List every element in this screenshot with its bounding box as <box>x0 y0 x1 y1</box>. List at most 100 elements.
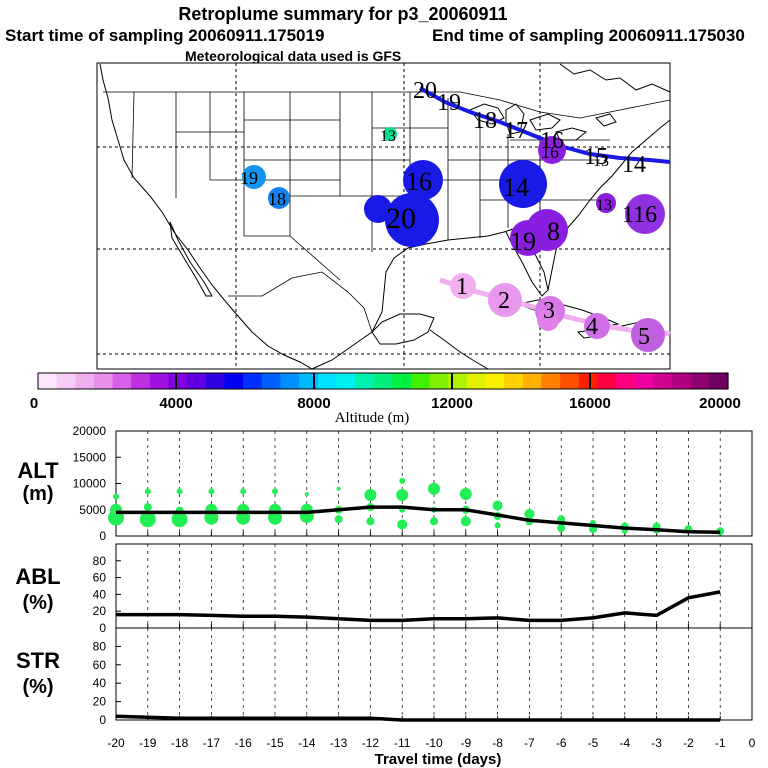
map-label-18-west: 18 <box>268 189 286 209</box>
colorbar-swatch <box>410 373 431 389</box>
map-label-19-north: 19 <box>437 90 461 116</box>
abl-panel-unit: (%) <box>22 592 53 614</box>
y-tick-label: 0 <box>99 529 106 543</box>
y-tick-label: 5000 <box>79 503 106 517</box>
colorbar-swatch <box>578 373 599 389</box>
colorbar-tick-labels: 0 4000 8000 12000 16000 20000 <box>30 395 741 412</box>
map-label-16-north: 16 <box>540 128 564 154</box>
map-label-5-south: 5 <box>638 324 650 350</box>
series-line <box>116 505 721 535</box>
colorbar-swatch <box>541 373 561 389</box>
abl-panel-label: ABL <box>15 564 60 589</box>
colorbar-swatch <box>448 373 468 389</box>
x-tick-label: -6 <box>556 736 567 750</box>
y-tick-label: 15000 <box>73 450 107 464</box>
altitude-point <box>176 488 183 495</box>
abl-panel: 0 20 40 60 80 <box>93 543 753 635</box>
colorbar-swatch <box>429 373 449 389</box>
altitude-point <box>366 517 375 526</box>
map-markers <box>242 127 665 352</box>
x-tick-label: -15 <box>266 736 284 750</box>
colorbar-swatch <box>336 373 356 389</box>
map-label-20-north: 20 <box>413 78 437 104</box>
altitude-point <box>492 500 503 511</box>
str-panel-unit: (%) <box>22 676 53 698</box>
x-tick-label: -20 <box>107 736 125 750</box>
map-number-labels: 20 19 18 17 16 15 14 13 13 19 18 16 20 1… <box>240 78 657 350</box>
map-label-8-southeast: 8 <box>547 217 560 246</box>
map-label-14-north: 14 <box>622 152 646 178</box>
altitude-point <box>208 488 215 495</box>
y-tick-label: 40 <box>93 587 107 601</box>
colorbar-swatch <box>168 373 188 389</box>
x-tick-label: -16 <box>235 736 253 750</box>
colorbar-swatch <box>243 373 263 389</box>
altitude-point <box>399 477 406 484</box>
y-tick-label: 60 <box>93 658 107 672</box>
map-label-16-central: 16 <box>406 167 432 196</box>
altitude-point <box>171 511 188 528</box>
colorbar-frame <box>37 372 729 390</box>
colorbar-tick-12000: 12000 <box>431 395 473 412</box>
colorbar-swatch <box>355 373 375 389</box>
y-tick-label: 10000 <box>73 477 107 491</box>
x-axis-label: Travel time (days) <box>375 751 502 768</box>
x-tick-label: -9 <box>460 736 471 750</box>
colorbar-swatch <box>93 373 114 389</box>
altitude-point <box>364 489 377 502</box>
colorbar-swatch <box>261 373 282 389</box>
y-tick-label: 60 <box>93 571 107 585</box>
map-label-19-west: 19 <box>240 168 258 188</box>
altitude-point <box>139 511 156 528</box>
x-tick-label: -14 <box>298 736 316 750</box>
colorbar-tick-4000: 4000 <box>159 395 192 412</box>
y-tick-label: 0 <box>99 621 106 635</box>
x-tick-label: -1 <box>715 736 726 750</box>
colorbar-swatch <box>560 373 580 389</box>
y-tick-label: 20 <box>93 604 107 618</box>
colorbar-tick-0: 0 <box>30 395 38 412</box>
x-tick-label: -12 <box>362 736 380 750</box>
colorbar-swatch <box>280 373 300 389</box>
altitude-point <box>143 503 152 512</box>
colorbar-swatch <box>38 373 58 389</box>
colorbar-swatch <box>485 373 505 389</box>
altitude-point <box>144 488 151 495</box>
trajectory-map: 20 19 18 17 16 15 14 13 13 19 18 16 20 1… <box>96 62 671 370</box>
colorbar-swatch <box>299 373 319 389</box>
alt-panel-unit: (m) <box>22 483 53 505</box>
map-label-15-north: 15 <box>584 144 608 170</box>
map-label-18-north: 18 <box>473 108 497 134</box>
colorbar-swatch <box>634 373 655 389</box>
altitude-point <box>272 488 278 495</box>
colorbar-swatch <box>504 373 524 389</box>
y-tick-label: 20 <box>93 695 107 709</box>
map-label-13-north: 13 <box>593 153 609 170</box>
colorbar-tick-20000: 20000 <box>699 395 741 412</box>
alt-panel-label: ALT <box>17 458 59 483</box>
str-panel: 0 20 40 60 80 <box>93 627 753 727</box>
colorbar-label: Altitude (m) <box>335 410 410 426</box>
colorbar-swatch <box>112 373 132 389</box>
altitude-point <box>494 522 501 529</box>
map-label-19-southeast: 19 <box>510 227 536 256</box>
colorbar-swatch <box>56 373 76 389</box>
y-tick-label: 80 <box>93 639 107 653</box>
colorbar-swatch <box>149 373 170 389</box>
colorbar-swatch <box>690 373 710 389</box>
altitude-point <box>113 493 119 500</box>
colorbar-swatch <box>616 373 636 389</box>
colorbar-swatch <box>224 373 244 389</box>
map-label-1-south: 1 <box>456 274 468 300</box>
start-time-label: Start time of sampling 20060911.175019 <box>5 26 324 45</box>
alt-panel: 0 5000 10000 15000 20000 <box>73 424 753 543</box>
altitude-point <box>430 517 438 526</box>
altitude-point <box>396 489 409 502</box>
x-tick-label: -8 <box>492 736 503 750</box>
x-tick-labels: -20 -19 -18 -17 -16 -15 -14 -13 -12 -11 -10 -9 -8 -7-… <box>107 736 755 750</box>
colorbar-swatch <box>653 373 673 389</box>
map-label-20-central: 20 <box>386 202 416 235</box>
altitude-point <box>428 482 440 495</box>
x-tick-label: -7 <box>524 736 535 750</box>
altitude-point <box>459 488 472 500</box>
